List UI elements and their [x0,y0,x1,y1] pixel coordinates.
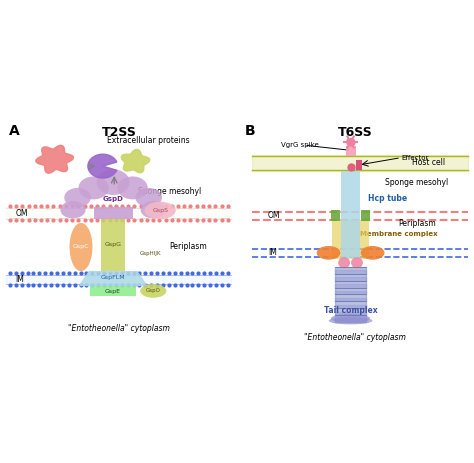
Text: GspD: GspD [103,196,124,202]
Text: GspS: GspS [152,208,168,213]
Bar [332,219,370,259]
Text: GspHIJK: GspHIJK [139,251,161,257]
Ellipse shape [64,188,91,207]
Ellipse shape [136,188,162,207]
Text: T2SS: T2SS [101,126,137,139]
Polygon shape [88,154,117,178]
Ellipse shape [79,176,109,200]
Ellipse shape [141,201,166,219]
Text: B: B [245,124,255,138]
Ellipse shape [70,223,92,271]
Text: Sponge mesohyl: Sponge mesohyl [137,187,201,196]
Text: Extracellular proteins: Extracellular proteins [107,137,190,145]
Polygon shape [80,272,146,285]
Bar [356,160,362,169]
Text: GspFLM: GspFLM [101,275,126,280]
Text: GspC: GspC [73,244,89,250]
Text: Tail complex: Tail complex [324,306,377,315]
Text: OM: OM [268,211,281,220]
Text: OM: OM [16,209,28,218]
Text: Periplasm: Periplasm [398,219,436,228]
Text: Sponge mesohyl: Sponge mesohyl [385,178,449,187]
Ellipse shape [118,176,148,200]
Bar [94,206,133,219]
Bar [341,171,360,258]
Text: GspE: GspE [105,289,121,294]
Text: Host cell: Host cell [412,158,445,167]
Bar [101,219,125,271]
Text: Membrane complex: Membrane complex [360,231,438,237]
Text: "Entotheonella" cytoplasm: "Entotheonella" cytoplasm [68,325,170,333]
Text: A: A [9,124,19,138]
Text: GspO: GspO [146,288,161,294]
Text: Hcp tube: Hcp tube [368,194,407,203]
Bar [90,286,136,296]
Ellipse shape [351,257,363,268]
Text: IM: IM [16,275,25,284]
Ellipse shape [338,257,350,268]
Text: T6SS: T6SS [338,126,373,139]
Ellipse shape [331,314,370,323]
Text: VgrG spike: VgrG spike [281,143,319,149]
Polygon shape [121,150,150,173]
Ellipse shape [317,246,340,260]
Ellipse shape [145,202,176,219]
Bar [346,146,356,156]
Polygon shape [36,145,73,173]
Text: Effector: Effector [401,155,428,161]
Ellipse shape [328,317,373,325]
Bar [331,210,340,221]
Text: GspG: GspG [105,242,122,247]
Ellipse shape [140,284,166,298]
Text: Periplasm: Periplasm [169,243,207,251]
Ellipse shape [97,169,129,195]
Text: "Entotheonella" cytoplasm: "Entotheonella" cytoplasm [304,332,406,342]
Ellipse shape [361,246,384,260]
Bar [361,210,370,221]
Ellipse shape [60,201,86,219]
Text: IM: IM [268,248,277,257]
